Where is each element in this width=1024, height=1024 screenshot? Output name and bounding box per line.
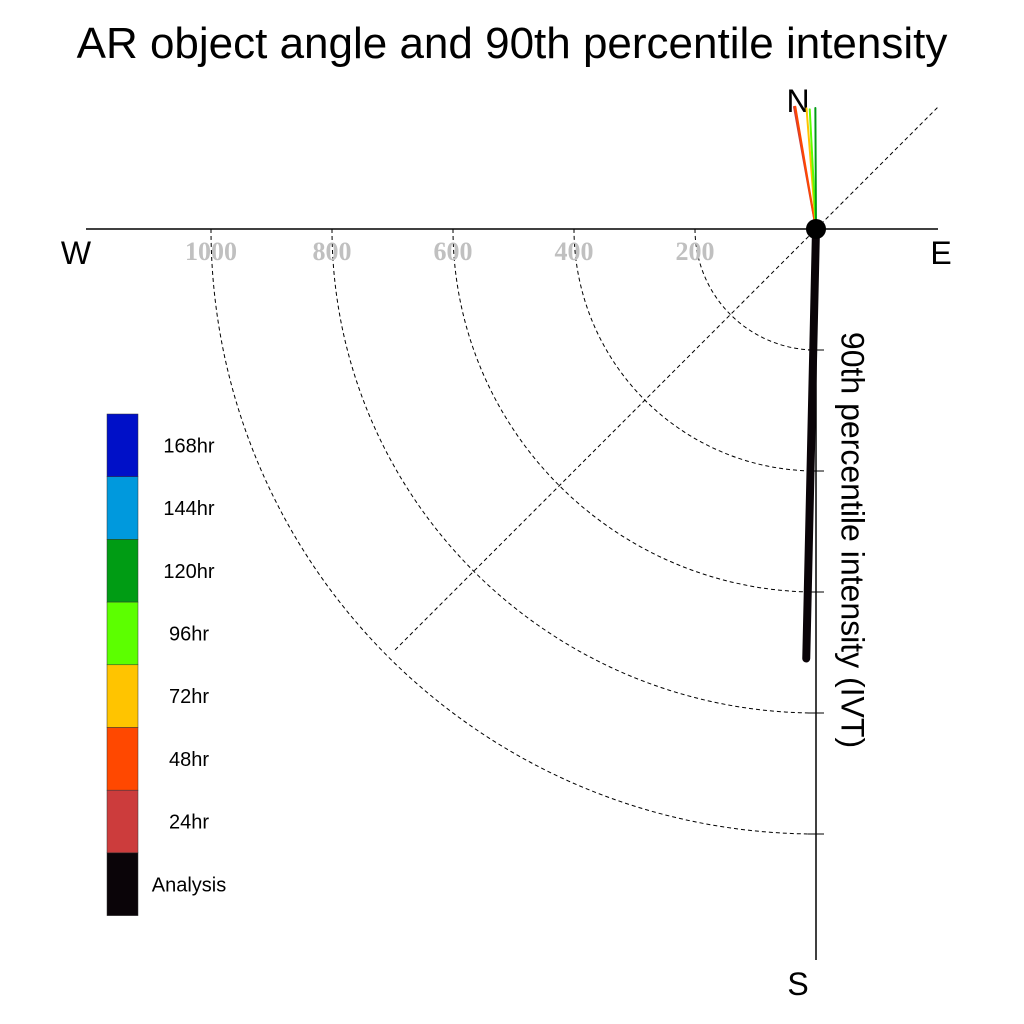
legend-label-120hr: 120hr xyxy=(163,561,214,583)
grid-layer xyxy=(210,106,939,835)
radial-tick-labels: 1000 800 600 400 200 xyxy=(185,237,715,266)
radial-tick-label-2: 600 xyxy=(434,237,473,266)
legend-label-72hr: 72hr xyxy=(169,686,209,708)
grid-arc-2 xyxy=(452,228,817,593)
compass-east: E xyxy=(930,235,951,271)
compass-north: N xyxy=(786,83,809,119)
radial-tick-label-4: 200 xyxy=(676,237,715,266)
grid-arc-1 xyxy=(331,228,817,714)
legend-swatch-72hr xyxy=(106,664,139,728)
grid-arc-4 xyxy=(694,228,817,351)
grid-arc-0 xyxy=(210,228,817,835)
legend-swatch-48hr xyxy=(106,727,139,791)
y-axis-label: 90th percentile intensity (IVT) xyxy=(835,332,871,748)
legend-swatch-24hr xyxy=(106,789,139,854)
compass-south: S xyxy=(787,966,808,1002)
radial-tick-label-3: 400 xyxy=(555,237,594,266)
legend-label-168hr: 168hr xyxy=(163,435,214,457)
radial-tick-label-1: 800 xyxy=(313,237,352,266)
legend-label-144hr: 144hr xyxy=(163,498,214,520)
legend-swatch-96hr xyxy=(106,601,139,666)
radial-tick-label-0: 1000 xyxy=(185,237,237,266)
series-ray-120hr xyxy=(814,107,817,230)
chart-title: AR object angle and 90th percentile inte… xyxy=(77,19,948,68)
series-layer xyxy=(793,105,820,663)
legend-swatch-analysis xyxy=(106,852,139,916)
legend-swatch-144hr xyxy=(106,476,139,540)
grid-diagonal xyxy=(394,106,939,651)
legend-label-48hr: 48hr xyxy=(169,749,209,771)
legend-swatch-120hr xyxy=(106,539,139,603)
legend-label-analysis: Analysis xyxy=(152,874,226,896)
legend-label-24hr: 24hr xyxy=(169,812,209,834)
series-ray-analysis xyxy=(802,225,820,663)
legend-label-96hr: 96hr xyxy=(169,623,209,645)
legend: 168hr 144hr 120hr 96hr 72hr 48hr 24hr Analysis xyxy=(106,413,226,916)
legend-swatch-168hr xyxy=(106,413,139,477)
origin-point xyxy=(806,219,826,239)
compass-west: W xyxy=(61,235,92,271)
series-ray-48hr xyxy=(794,105,817,230)
